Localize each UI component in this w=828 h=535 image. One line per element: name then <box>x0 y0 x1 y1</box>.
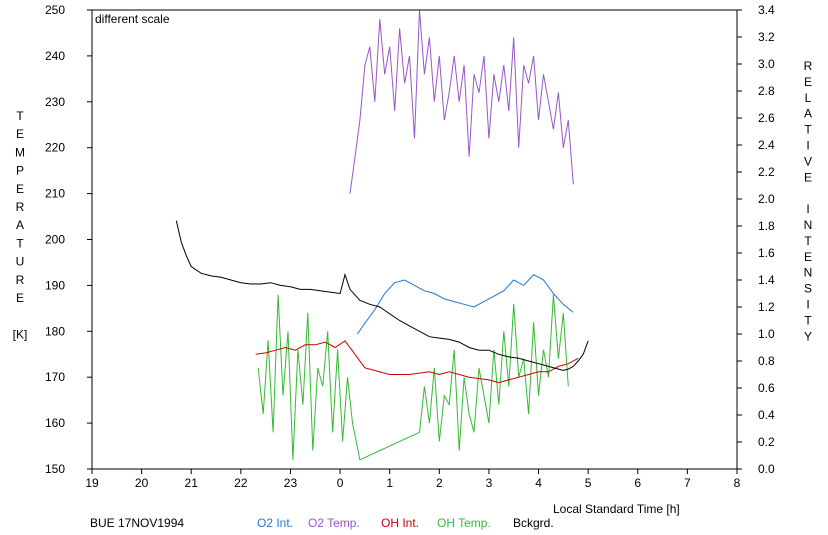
y-left-tick-label: 240 <box>45 49 65 63</box>
y-right-tick-label: 2.2 <box>758 165 775 179</box>
y-left-tick-label: 230 <box>45 95 65 109</box>
y-right-tick-label: 0.4 <box>758 408 775 422</box>
y-right-tick-label: 0.0 <box>758 462 775 476</box>
y-right-label-char: T <box>804 313 812 327</box>
x-tick-label: 7 <box>684 476 691 490</box>
y-right-label-char: N <box>804 266 813 280</box>
y-right-label-char: I <box>806 139 809 153</box>
y-left-label-char: U <box>16 255 25 269</box>
y-right-tick-label: 2.8 <box>758 84 775 98</box>
series-line-bckgrd <box>175 220 589 371</box>
y-left-tick-label: 150 <box>45 462 65 476</box>
y-right-tick-label: 1.4 <box>758 273 775 287</box>
y-right-tick-label: 1.8 <box>758 219 775 233</box>
y-axis-left: 150 160 170 180 190 200 210 220 230 240 250 <box>45 3 92 476</box>
y-left-label-char: E <box>16 182 24 196</box>
x-tick-label: 5 <box>585 476 592 490</box>
x-axis: 19 20 21 22 23 0 1 2 3 4 5 6 7 8 <box>85 469 741 490</box>
series-line-o2-int <box>356 273 574 335</box>
y-left-tick-label: 200 <box>45 233 65 247</box>
y-left-label-char: [K] <box>13 327 28 341</box>
legend-item-oh-int: OH Int. <box>381 516 419 530</box>
y-right-tick-label: 1.2 <box>758 300 775 314</box>
y-right-label-char: I <box>806 298 809 312</box>
y-left-label-char: T <box>16 109 24 123</box>
y-right-label-char: T <box>804 234 812 248</box>
y-right-label-char: V <box>804 154 812 168</box>
y-left-label-char: M <box>15 145 25 159</box>
y-left-tick-label: 170 <box>45 370 65 384</box>
y-right-label-char: N <box>804 218 813 232</box>
series-line-o2-temp <box>349 10 574 194</box>
y-right-tick-label: 3.0 <box>758 57 775 71</box>
y-left-tick-label: 210 <box>45 187 65 201</box>
y-left-tick-label: 220 <box>45 141 65 155</box>
y-right-label-char: T <box>804 123 812 137</box>
x-tick-label: 4 <box>535 476 542 490</box>
y-left-label-char: R <box>16 200 25 214</box>
x-tick-label: 6 <box>634 476 641 490</box>
legend-item-bckgrd: Bckgrd. <box>513 516 554 530</box>
y-right-label-char: Y <box>804 329 812 343</box>
x-tick-label: 0 <box>337 476 344 490</box>
y-right-tick-label: 2.6 <box>758 111 775 125</box>
y-right-tick-label: 1.0 <box>758 327 775 341</box>
series-line-oh-temp <box>257 294 569 461</box>
legend-item-o2-int: O2 Int. <box>257 516 293 530</box>
y-left-label-char: E <box>16 291 24 305</box>
station-label: BUE 17NOV1994 <box>90 516 184 530</box>
x-tick-label: 3 <box>486 476 493 490</box>
x-tick-label: 23 <box>284 476 298 490</box>
y-right-tick-label: 0.2 <box>758 435 775 449</box>
y-left-tick-label: 250 <box>45 3 65 17</box>
y-right-label-char: E <box>804 75 812 89</box>
x-tick-label: 1 <box>386 476 393 490</box>
y-left-label-char: R <box>16 273 25 287</box>
y-right-tick-label: 3.4 <box>758 3 775 17</box>
y-right-label-char: E <box>804 250 812 264</box>
y-left-tick-label: 190 <box>45 278 65 292</box>
y-right-tick-label: 2.4 <box>758 138 775 152</box>
y-right-tick-label: 3.2 <box>758 30 775 44</box>
y-left-tick-label: 160 <box>45 416 65 430</box>
y-right-tick-label: 1.6 <box>758 246 775 260</box>
y-right-label-char: R <box>804 59 813 73</box>
y-left-tick-label: 180 <box>45 324 65 338</box>
y-left-label-char: E <box>16 127 24 141</box>
y-right-label-char: A <box>804 107 812 121</box>
x-tick-label: 19 <box>85 476 99 490</box>
y-right-label-char: E <box>804 170 812 184</box>
x-tick-label: 21 <box>185 476 199 490</box>
y-right-tick-label: 0.8 <box>758 354 775 368</box>
series-layer <box>175 10 589 461</box>
scale-note: different scale <box>95 12 170 26</box>
y-axis-right: 0.0 0.2 0.4 0.6 0.8 1.0 1.2 1.4 1.6 1.8 2.0 2.2 2.4 2… <box>737 3 775 476</box>
y-right-label-char: S <box>804 282 812 296</box>
legend: O2 Int. O2 Temp. OH Int. OH Temp. Bckgrd. <box>257 516 554 530</box>
x-axis-label: Local Standard Time [h] <box>553 502 680 516</box>
y-right-tick-label: 0.6 <box>758 381 775 395</box>
x-tick-label: 8 <box>734 476 741 490</box>
y-right-label-char: I <box>806 202 809 216</box>
x-tick-label: 22 <box>234 476 248 490</box>
series-line-oh-int <box>255 340 579 384</box>
x-tick-label: 20 <box>135 476 149 490</box>
legend-item-oh-temp: OH Temp. <box>437 516 491 530</box>
y-right-tick-label: 2.0 <box>758 192 775 206</box>
y-left-label-char: A <box>16 218 24 232</box>
x-tick-label: 2 <box>436 476 443 490</box>
legend-item-o2-temp: O2 Temp. <box>308 516 360 530</box>
y-left-label-char: P <box>16 164 24 178</box>
y-right-label-char: L <box>805 91 812 105</box>
y-left-label-char: T <box>16 236 24 250</box>
